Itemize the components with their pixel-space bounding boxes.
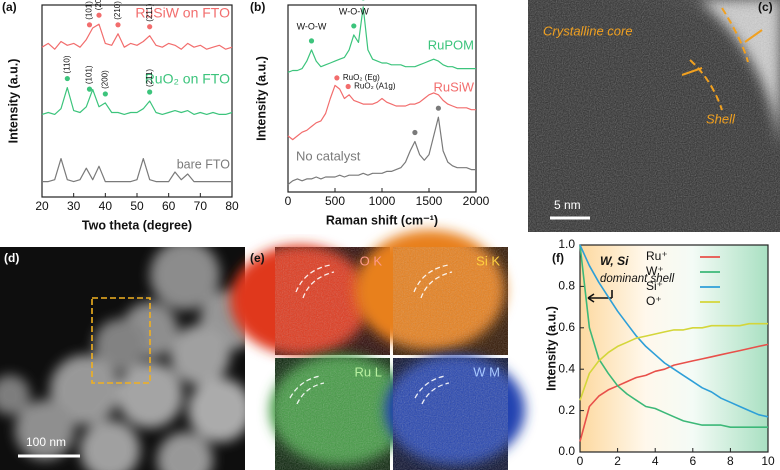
peak-label: RuO₂ (A1g) xyxy=(354,82,396,91)
panel-label: (a) xyxy=(2,0,17,14)
legend-label: Si⁺ xyxy=(646,279,663,293)
x-tick-label: 8 xyxy=(727,454,734,468)
series-line xyxy=(579,244,769,418)
y-tick-label: 1.0 xyxy=(558,237,575,251)
peak-marker xyxy=(412,129,418,136)
peak-marker xyxy=(96,12,102,18)
core-label: Crystalline core xyxy=(543,23,633,38)
x-tick-label: 2000 xyxy=(463,194,490,208)
peak-marker xyxy=(147,89,153,95)
y-axis-title: Intensity (a.u.) xyxy=(6,59,20,144)
peak-marker xyxy=(102,91,108,97)
peak-marker xyxy=(334,75,340,81)
x-tick-label: 80 xyxy=(225,199,239,213)
x-tick-label: 1000 xyxy=(369,194,396,208)
scale-label: 5 nm xyxy=(554,198,581,212)
peak-label: W-O-W xyxy=(339,6,369,16)
panel-label: (c) xyxy=(758,0,773,14)
peak-label: (200) xyxy=(100,70,109,89)
peak-label: RuO₂ (Eg) xyxy=(343,73,380,82)
x-tick-label: 70 xyxy=(194,199,208,213)
peak-label: (101) xyxy=(85,1,94,20)
x-tick-label: 6 xyxy=(689,454,696,468)
peak-marker xyxy=(308,38,315,44)
plot-frame xyxy=(579,244,769,453)
peak-marker xyxy=(86,22,93,28)
series-line xyxy=(579,343,769,442)
arrow xyxy=(587,290,613,303)
panel-label: (d) xyxy=(4,251,19,265)
tem-image xyxy=(528,0,780,232)
series-label: RuO₂ on FTO xyxy=(145,71,230,87)
series-line xyxy=(41,87,233,115)
annotation: dominant shell xyxy=(600,273,675,285)
series-line xyxy=(287,84,476,141)
series-line xyxy=(287,116,476,185)
x-tick-label: 500 xyxy=(325,194,345,208)
map-label: Si K xyxy=(476,253,500,268)
peak-marker xyxy=(115,22,121,28)
legend-label: O⁺ xyxy=(646,294,662,308)
x-tick-label: 30 xyxy=(67,199,81,213)
x-tick-label: 60 xyxy=(162,199,176,213)
x-axis-title: Raman shift (cm⁻¹) xyxy=(326,213,438,227)
x-tick-label: 20 xyxy=(35,199,49,213)
x-tick-label: 0 xyxy=(577,454,584,468)
peak-marker xyxy=(64,75,70,82)
map-label: O K xyxy=(360,253,383,268)
x-tick-label: 10 xyxy=(761,454,775,468)
annotation: W, Si xyxy=(600,254,629,268)
y-tick-label: 0.6 xyxy=(558,320,575,334)
panel-label: (b) xyxy=(250,0,265,14)
peak-label: (211) xyxy=(145,3,154,21)
x-tick-label: 40 xyxy=(99,199,113,213)
stem-image xyxy=(0,247,245,470)
series-label: RuSiW on FTO xyxy=(135,5,230,21)
panel-label: (f) xyxy=(552,251,564,265)
x-tick-label: 2 xyxy=(614,454,621,468)
legend-label: W⁺ xyxy=(646,264,664,278)
x-tick-label: 50 xyxy=(130,199,144,213)
x-axis-title: Two theta (degree) xyxy=(82,218,192,232)
series-line xyxy=(42,158,232,183)
peak-label: (101) xyxy=(85,65,94,84)
legend-label: Ru⁺ xyxy=(646,249,668,263)
peak-marker xyxy=(147,24,153,30)
peak-marker xyxy=(351,23,357,29)
series-label: No catalyst xyxy=(296,148,361,163)
shell-label: Shell xyxy=(706,111,736,126)
y-tick-label: 0.0 xyxy=(558,444,575,458)
x-tick-label: 4 xyxy=(652,454,659,468)
peak-marker xyxy=(345,83,351,90)
series-line xyxy=(579,244,768,428)
x-tick-label: 0 xyxy=(285,194,292,208)
series-line xyxy=(287,6,476,73)
y-axis-title: Intensity (a.u.) xyxy=(254,56,268,141)
eds-maps xyxy=(230,230,525,470)
y-tick-label: 0.4 xyxy=(558,361,575,375)
peak-label: W-O-W xyxy=(297,21,327,31)
peak-label: (210) xyxy=(113,1,122,20)
map-label: Ru L xyxy=(355,364,382,379)
peak-label: (211) xyxy=(145,69,154,87)
peak-marker xyxy=(86,86,93,92)
y-tick-label: 0.8 xyxy=(558,279,575,293)
series-line xyxy=(41,23,233,50)
series-label: RuPOM xyxy=(428,37,474,52)
scale-label: 100 nm xyxy=(26,435,66,449)
x-tick-label: 1500 xyxy=(416,194,443,208)
series-line xyxy=(579,322,768,401)
peak-label: (200) xyxy=(94,0,103,10)
panel-label: (e) xyxy=(250,251,265,265)
series-label: bare FTO xyxy=(177,157,231,171)
peak-label: (110) xyxy=(62,55,71,73)
peak-marker xyxy=(435,105,441,111)
series-label: RuSiW xyxy=(434,79,475,94)
y-axis-title: Intensity (a.u.) xyxy=(544,306,558,391)
map-label: W M xyxy=(473,364,500,379)
y-tick-label: 0.2 xyxy=(558,403,575,417)
